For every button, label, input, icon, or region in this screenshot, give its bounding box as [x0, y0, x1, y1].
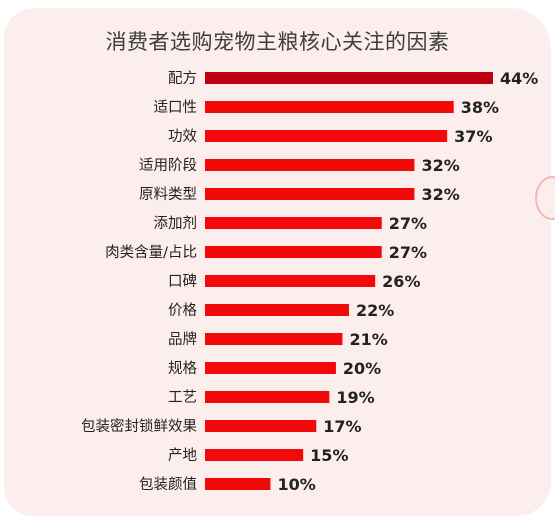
category-label: 规格: [168, 360, 197, 377]
bar: [205, 420, 317, 432]
category-label: 品牌: [168, 331, 197, 348]
value-label: 26%: [382, 272, 420, 291]
value-label: 20%: [343, 359, 381, 378]
value-label: 22%: [356, 301, 394, 320]
bar: [205, 449, 304, 461]
category-label: 口碑: [168, 273, 197, 290]
category-label: 适用阶段: [139, 157, 197, 174]
value-label: 27%: [389, 214, 427, 233]
value-label: 15%: [310, 446, 348, 465]
bar: [205, 304, 349, 316]
category-label: 适口性: [154, 99, 198, 116]
bar: [205, 101, 454, 113]
category-label: 配方: [168, 70, 197, 87]
value-label: 44%: [500, 69, 538, 88]
value-label: 19%: [336, 388, 374, 407]
category-label: 添加剂: [154, 215, 198, 232]
chart-title: 消费者选购宠物主粮核心关注的因素: [105, 30, 450, 54]
value-label: 10%: [277, 475, 315, 494]
value-label: 17%: [323, 417, 361, 436]
bar: [205, 72, 493, 84]
bar: [205, 159, 415, 171]
value-label: 27%: [389, 243, 427, 262]
bar: [205, 130, 448, 142]
category-label: 工艺: [168, 389, 197, 406]
value-label: 37%: [454, 127, 492, 146]
bar: [205, 333, 343, 345]
category-label: 包装密封锁鲜效果: [81, 418, 197, 435]
category-label: 价格: [168, 302, 197, 319]
bar: [205, 217, 382, 229]
value-label: 21%: [349, 330, 387, 349]
category-label: 功效: [168, 128, 197, 145]
category-label: 包装颜值: [139, 476, 197, 493]
value-label: 32%: [421, 185, 459, 204]
category-label: 原料类型: [139, 186, 197, 203]
category-label: 肉类含量/占比: [105, 244, 197, 261]
bar: [205, 275, 376, 287]
bar: [205, 188, 415, 200]
category-label: 产地: [168, 447, 197, 464]
value-label: 38%: [461, 98, 499, 117]
value-label: 32%: [421, 156, 459, 175]
bar: [205, 478, 271, 490]
bar: [205, 246, 382, 258]
bar: [205, 362, 336, 374]
bar: [205, 391, 330, 403]
